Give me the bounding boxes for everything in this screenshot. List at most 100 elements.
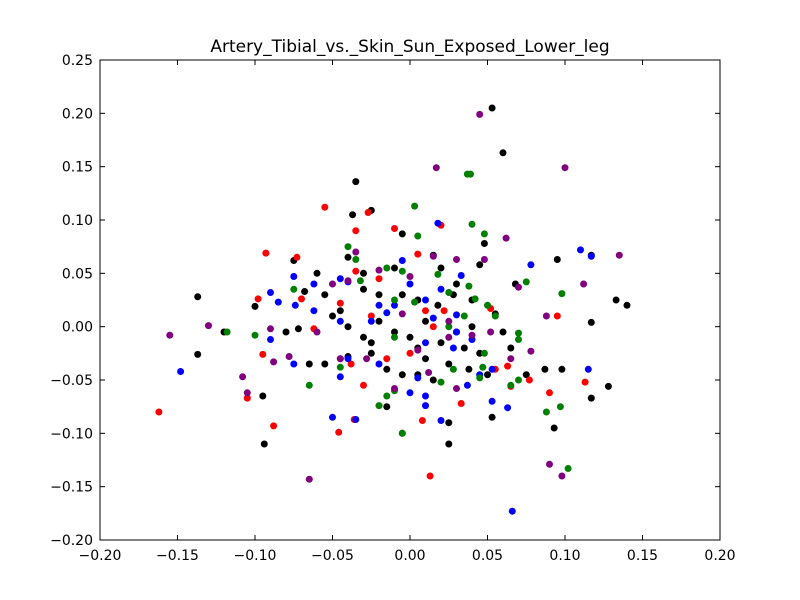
scatter-point-1-35 (426, 472, 434, 480)
scatter-point-1-12 (422, 307, 429, 315)
scatter-point-0-41 (375, 317, 383, 325)
scatter-point-0-21 (321, 291, 329, 299)
scatter-point-4-13 (580, 280, 588, 288)
scatter-point-4-24 (270, 358, 278, 366)
scatter-point-3-12 (522, 278, 530, 286)
scatter-point-0-39 (344, 323, 352, 331)
scatter-point-2-9 (398, 257, 406, 264)
scatter-point-2-26 (344, 355, 352, 363)
points-layer (155, 104, 631, 515)
y-tick-label: 0.10 (62, 213, 93, 229)
scatter-point-4-14 (615, 251, 623, 259)
y-tick-label: 0.00 (62, 320, 93, 336)
scatter-point-4-37 (507, 355, 515, 363)
scatter-point-4-21 (487, 328, 495, 336)
scatter-point-1-25 (504, 362, 512, 370)
scatter-point-3-3 (468, 220, 476, 228)
x-tick-label: −0.20 (79, 548, 122, 564)
scatter-point-3-29 (336, 363, 344, 371)
scatter-point-4-28 (391, 385, 398, 392)
scatter-point-3-8 (383, 264, 391, 272)
scatter-point-3-44 (391, 333, 398, 341)
scatter-point-3-26 (515, 329, 522, 337)
scatter-point-4-20 (468, 331, 476, 339)
scatter-point-3-5 (480, 230, 488, 238)
scatter-point-1-23 (406, 349, 414, 357)
scatter-point-3-39 (476, 374, 484, 382)
scatter-point-4-5 (429, 252, 437, 260)
scatter-point-1-28 (360, 381, 367, 389)
scatter-point-2-37 (352, 416, 360, 423)
scatter-point-1-8 (414, 250, 422, 258)
scatter-point-1-26 (525, 376, 533, 384)
scatter-point-2-14 (527, 261, 535, 269)
scatter-point-2-27 (375, 360, 383, 368)
scatter-point-3-23 (445, 323, 453, 331)
scatter-point-4-0 (476, 110, 484, 118)
scatter-point-1-2 (352, 227, 360, 235)
scatter-point-0-78 (468, 323, 476, 331)
scatter-point-4-26 (336, 355, 344, 363)
scatter-point-0-76 (422, 355, 429, 363)
scatter-point-4-25 (285, 353, 293, 360)
scatter-point-0-66 (558, 365, 566, 373)
scatter-point-0-75 (550, 424, 558, 432)
scatter-point-4-2 (561, 164, 569, 172)
scatter-point-0-17 (480, 240, 488, 247)
scatter-point-3-28 (305, 381, 313, 389)
scatter-point-3-34 (507, 381, 515, 389)
scatter-point-0-25 (398, 291, 406, 299)
y-tick-label: 0.15 (62, 160, 93, 176)
scatter-point-1-19 (259, 350, 267, 358)
scatter-point-0-11 (391, 264, 398, 272)
scatter-point-3-33 (479, 363, 487, 371)
scatter-point-0-67 (587, 394, 595, 402)
scatter-point-4-8 (375, 266, 383, 274)
scatter-point-0-36 (282, 328, 290, 336)
scatter-point-0-59 (429, 376, 437, 384)
scatter-point-3-11 (465, 282, 473, 290)
scatter-point-2-13 (457, 272, 465, 279)
scatter-point-4-4 (352, 248, 360, 256)
scatter-point-2-43 (504, 404, 512, 412)
scatter-point-2-29 (449, 344, 457, 352)
scatter-point-1-33 (418, 417, 426, 424)
scatter-point-0-22 (336, 307, 344, 315)
scatter-point-2-21 (429, 314, 437, 322)
scatter-point-4-19 (445, 317, 453, 325)
scatter-point-1-34 (335, 428, 343, 436)
scatter-point-0-68 (604, 382, 612, 390)
x-tick-label: −0.15 (156, 548, 199, 564)
x-tick-label: −0.10 (234, 548, 277, 564)
scatter-point-2-11 (422, 296, 429, 304)
scatter-point-3-20 (558, 290, 566, 298)
y-tick-label: 0.25 (62, 53, 93, 69)
scatter-point-3-10 (434, 270, 442, 278)
scatter-point-0-65 (541, 365, 549, 373)
scatter-point-3-43 (480, 349, 488, 357)
scatter-point-2-15 (577, 246, 584, 254)
scatter-point-0-1 (499, 149, 507, 157)
scatter-point-3-41 (556, 403, 564, 411)
scatter-point-0-23 (360, 285, 367, 293)
scatter-point-2-45 (508, 507, 516, 515)
scatter-point-0-50 (194, 350, 202, 358)
y-tick-label: −0.20 (50, 533, 93, 549)
scatter-point-3-9 (398, 267, 406, 275)
scatter-point-1-10 (336, 299, 344, 307)
scatter-point-1-36 (155, 408, 163, 416)
scatter-point-4-9 (406, 273, 414, 280)
scatter-point-3-7 (352, 256, 360, 263)
scatter-point-2-0 (434, 219, 442, 227)
scatter-point-2-18 (291, 301, 299, 309)
scatter-point-1-7 (352, 267, 360, 275)
scatter-point-2-41 (437, 417, 445, 424)
scatter-point-1-0 (321, 203, 329, 211)
scatter-point-1-29 (457, 400, 465, 407)
scatter-point-0-6 (251, 302, 259, 310)
scatter-point-4-6 (453, 256, 460, 263)
scatter-point-3-24 (460, 312, 468, 320)
scatter-point-3-37 (383, 392, 391, 400)
scatter-point-4-31 (425, 369, 433, 376)
scatter-point-4-11 (329, 280, 336, 288)
